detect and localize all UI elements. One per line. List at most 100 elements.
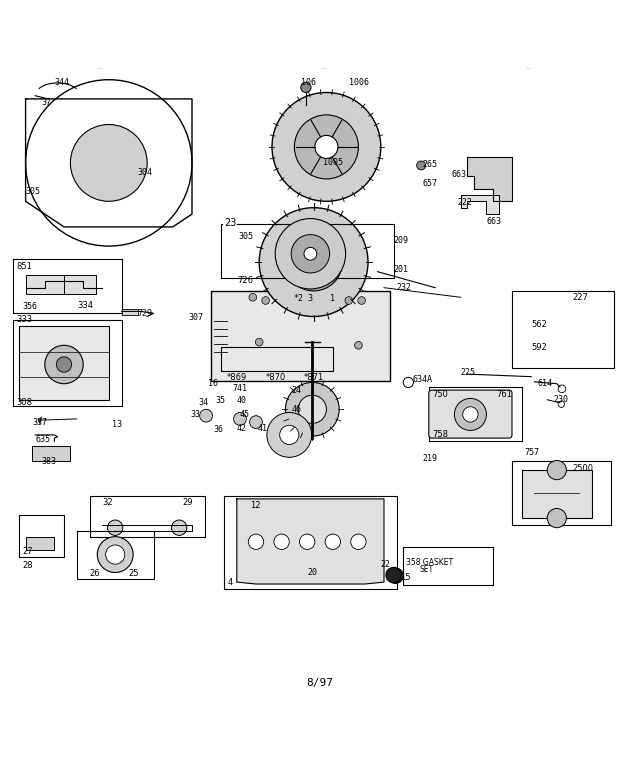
Text: 307: 307 [189, 314, 204, 322]
Circle shape [463, 406, 478, 422]
Bar [221, 346, 333, 371]
Circle shape [45, 345, 83, 384]
Circle shape [388, 568, 403, 584]
Circle shape [275, 218, 346, 289]
Text: 305: 305 [239, 232, 253, 241]
Circle shape [351, 534, 366, 549]
Text: 46: 46 [291, 405, 301, 414]
Circle shape [280, 425, 299, 444]
Circle shape [234, 412, 246, 425]
Text: 356: 356 [22, 302, 37, 311]
Text: 225: 225 [461, 368, 476, 377]
Text: ...: ... [525, 65, 532, 70]
Circle shape [267, 412, 312, 457]
Text: ...: ... [320, 65, 327, 70]
Text: 729: 729 [138, 309, 152, 318]
Text: 3: 3 [307, 294, 312, 303]
FancyBboxPatch shape [429, 390, 512, 438]
FancyBboxPatch shape [211, 291, 390, 380]
Text: 42: 42 [237, 424, 247, 433]
Bar [224, 495, 397, 588]
Text: 13: 13 [112, 419, 122, 428]
Text: 12: 12 [250, 501, 260, 511]
Text: 663: 663 [486, 218, 501, 226]
Circle shape [272, 93, 381, 202]
Text: *871: *871 [304, 373, 324, 382]
Circle shape [558, 401, 564, 407]
Text: 201: 201 [394, 266, 408, 274]
Bar [512, 291, 614, 368]
Text: 35: 35 [216, 396, 226, 406]
Text: 16: 16 [208, 379, 218, 388]
Circle shape [358, 297, 365, 304]
Bar [26, 275, 64, 294]
Text: 222: 222 [458, 198, 472, 207]
Text: 657: 657 [422, 179, 437, 188]
Text: 45: 45 [240, 410, 250, 419]
Text: 27: 27 [22, 547, 33, 556]
Text: 304: 304 [138, 168, 152, 177]
Text: *870: *870 [266, 373, 286, 382]
Text: 1: 1 [330, 294, 335, 303]
Text: 4: 4 [227, 578, 232, 587]
Circle shape [417, 161, 426, 170]
Text: 106: 106 [301, 78, 316, 88]
Bar [429, 387, 522, 441]
Text: 209: 209 [394, 237, 408, 246]
Bar [77, 531, 154, 579]
Text: 230: 230 [554, 395, 568, 404]
Bar [522, 470, 592, 518]
Circle shape [315, 135, 338, 158]
Text: 337: 337 [32, 418, 47, 427]
Bar [19, 515, 64, 556]
Text: 37: 37 [42, 97, 52, 107]
Circle shape [298, 395, 326, 423]
Circle shape [172, 520, 187, 536]
Bar [512, 460, 611, 524]
Text: 851: 851 [16, 262, 32, 271]
Text: *869: *869 [227, 373, 248, 382]
Text: 33: 33 [191, 410, 201, 419]
Text: 383: 383 [42, 457, 56, 466]
Circle shape [547, 508, 566, 527]
Circle shape [106, 545, 125, 564]
Text: ...: ... [96, 65, 103, 70]
Circle shape [304, 247, 317, 260]
Circle shape [294, 115, 358, 179]
Text: 562: 562 [531, 320, 547, 329]
Circle shape [97, 537, 133, 572]
Text: 358 GASKET: 358 GASKET [406, 559, 454, 568]
Circle shape [70, 125, 147, 202]
Text: 635: 635 [35, 435, 50, 444]
Text: 750: 750 [432, 390, 448, 399]
Text: 29: 29 [182, 498, 193, 508]
Circle shape [56, 357, 72, 372]
Circle shape [200, 409, 212, 422]
Text: 227: 227 [573, 294, 589, 302]
Circle shape [558, 385, 566, 393]
Text: 333: 333 [16, 315, 32, 324]
Text: 23: 23 [224, 218, 236, 228]
Text: 24: 24 [291, 386, 301, 395]
Circle shape [285, 383, 339, 436]
Text: 25: 25 [128, 568, 138, 578]
Bar [64, 275, 96, 294]
Polygon shape [461, 195, 499, 214]
Text: SET: SET [419, 565, 433, 574]
Circle shape [291, 234, 330, 273]
Bar [13, 259, 122, 314]
Text: 41: 41 [257, 424, 268, 433]
Text: 663: 663 [451, 170, 466, 179]
Text: 20: 20 [307, 568, 317, 577]
Circle shape [403, 377, 413, 387]
Text: 305: 305 [26, 187, 40, 196]
Circle shape [274, 534, 289, 549]
Circle shape [355, 342, 362, 349]
Text: 219: 219 [422, 454, 437, 463]
Text: 36: 36 [214, 425, 224, 434]
Bar [90, 495, 205, 537]
Bar [26, 537, 54, 550]
Circle shape [255, 338, 263, 346]
Text: 232: 232 [397, 283, 412, 292]
Text: 1005: 1005 [323, 158, 343, 167]
